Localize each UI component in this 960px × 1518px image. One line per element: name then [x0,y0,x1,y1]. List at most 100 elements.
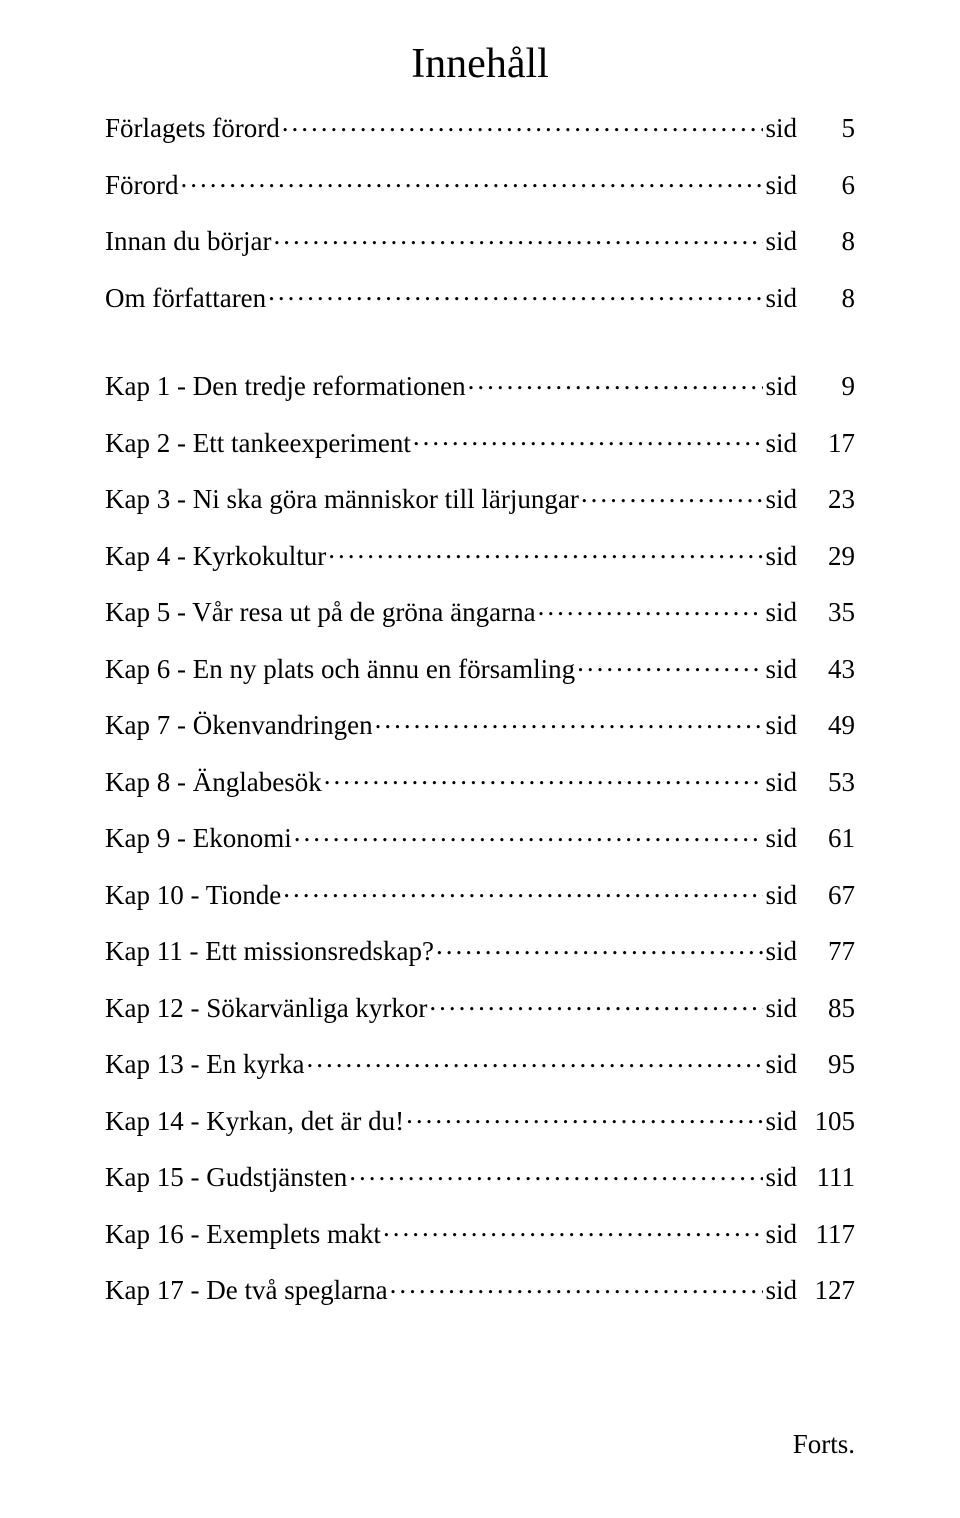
toc-page-number: 105 [797,1108,855,1135]
toc-label: Kap 11 - Ett missionsredskap? [105,938,434,965]
toc-label: Kap 5 - Vår resa ut på de gröna ängarna [105,599,536,626]
toc-page: Innehåll Förlagets förord sid 5 Förord s… [0,0,960,1518]
toc-label: Kap 10 - Tionde [105,882,281,909]
toc-leader-dots [349,1159,763,1186]
toc-page-number: 23 [797,486,855,513]
toc-page-number: 9 [797,373,855,400]
toc-page-number: 127 [797,1277,855,1304]
toc-row: Kap 2 - Ett tankeexperiment sid 17 [105,425,855,457]
toc-leader-dots [406,1103,763,1130]
toc-label: Förlagets förord [105,115,280,142]
toc-row: Kap 4 - Kyrkokultur sid 29 [105,538,855,570]
toc-row: Kap 9 - Ekonomi sid 61 [105,820,855,852]
section-gap [105,336,855,368]
toc-leader-dots [283,877,763,904]
toc-label: Kap 13 - En kyrka [105,1051,304,1078]
toc-leader-dots [273,223,763,250]
toc-label: Kap 2 - Ett tankeexperiment [105,430,411,457]
toc-row: Kap 15 - Gudstjänsten sid 111 [105,1159,855,1191]
page-title: Innehåll [105,40,855,88]
toc-sid: sid [765,285,797,312]
toc-sid: sid [765,938,797,965]
toc-leader-dots [581,481,764,508]
toc-page-number: 43 [797,656,855,683]
toc-page-number: 6 [797,172,855,199]
toc-page-number: 53 [797,769,855,796]
toc-page-number: 29 [797,543,855,570]
toc-leader-dots [306,1046,763,1073]
toc-row: Kap 7 - Ökenvandringen sid 49 [105,707,855,739]
toc-sid: sid [765,1221,797,1248]
toc-sid: sid [765,1277,797,1304]
toc-label: Kap 12 - Sökarvänliga kyrkor [105,995,427,1022]
toc-page-number: 8 [797,228,855,255]
toc-row: Kap 1 - Den tredje reformationen sid 9 [105,368,855,400]
toc-sid: sid [765,486,797,513]
toc-sid: sid [765,712,797,739]
toc-label: Kap 17 - De två speglarna [105,1277,388,1304]
toc-page-number: 85 [797,995,855,1022]
toc-label: Kap 9 - Ekonomi [105,825,292,852]
toc-row: Kap 5 - Vår resa ut på de gröna ängarna … [105,594,855,626]
toc-leader-dots [282,110,764,137]
toc-leader-dots [538,594,764,621]
toc-page-number: 49 [797,712,855,739]
toc-sid: sid [765,228,797,255]
toc-sid: sid [765,656,797,683]
toc-label: Kap 6 - En ny plats och ännu en församli… [105,656,575,683]
toc-row: Kap 10 - Tionde sid 67 [105,877,855,909]
toc-label: Kap 4 - Kyrkokultur [105,543,326,570]
toc-page-number: 61 [797,825,855,852]
toc-sid: sid [765,882,797,909]
toc-row: Kap 14 - Kyrkan, det är du! sid 105 [105,1103,855,1135]
toc-row: Förord sid 6 [105,167,855,199]
toc-sid: sid [765,430,797,457]
toc-row: Kap 11 - Ett missionsredskap? sid 77 [105,933,855,965]
toc-label: Kap 16 - Exemplets makt [105,1221,381,1248]
toc-leader-dots [375,707,764,734]
toc-page-number: 17 [797,430,855,457]
toc-leader-dots [429,990,763,1017]
toc-label: Om författaren [105,285,266,312]
toc-row: Kap 6 - En ny plats och ännu en församli… [105,651,855,683]
toc-sid: sid [765,543,797,570]
toc-sid: sid [765,373,797,400]
toc-row: Om författaren sid 8 [105,280,855,312]
toc-sid: sid [765,1108,797,1135]
toc-row: Kap 17 - De två speglarna sid 127 [105,1272,855,1304]
toc-label: Kap 1 - Den tredje reformationen [105,373,466,400]
toc-label: Kap 7 - Ökenvandringen [105,712,373,739]
toc-label: Kap 3 - Ni ska göra människor till lärju… [105,486,579,513]
toc-leader-dots [181,167,764,194]
toc-sid: sid [765,995,797,1022]
toc-sid: sid [765,599,797,626]
toc-page-number: 35 [797,599,855,626]
toc-leader-dots [577,651,763,678]
toc-leader-dots [268,280,763,307]
toc-row: Kap 16 - Exemplets makt sid 117 [105,1216,855,1248]
toc-sid: sid [765,769,797,796]
toc-leader-dots [383,1216,764,1243]
toc-label: Kap 8 - Änglabesök [105,769,322,796]
toc-row: Kap 8 - Änglabesök sid 53 [105,764,855,796]
toc-leader-dots [468,368,764,395]
toc-page-number: 5 [797,115,855,142]
toc-leader-dots [324,764,764,791]
toc-label: Förord [105,172,179,199]
toc-page-number: 8 [797,285,855,312]
toc-sid: sid [765,1051,797,1078]
toc-row: Kap 12 - Sökarvänliga kyrkor sid 85 [105,990,855,1022]
toc-sid: sid [765,825,797,852]
toc-leader-dots [436,933,764,960]
toc-page-number: 67 [797,882,855,909]
toc-sid: sid [765,115,797,142]
toc-row: Innan du börjar sid 8 [105,223,855,255]
toc-leader-dots [328,538,763,565]
toc-page-number: 95 [797,1051,855,1078]
toc-sid: sid [765,1164,797,1191]
toc-label: Innan du börjar [105,228,271,255]
toc-page-number: 111 [797,1164,855,1191]
toc-leader-dots [294,820,764,847]
toc-page-number: 117 [797,1221,855,1248]
toc-leader-dots [413,425,764,452]
